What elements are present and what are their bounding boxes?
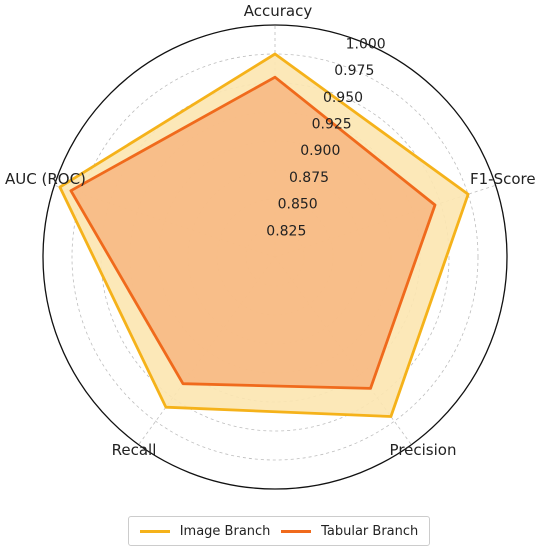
legend-swatch-image-branch: [139, 529, 170, 533]
legend-label-tabular-branch: Tabular Branch: [321, 523, 419, 539]
axis-label-recall: Recall: [112, 441, 157, 459]
series-layer: [58, 52, 470, 418]
axis-label-auc-roc: AUC (ROC): [5, 170, 86, 188]
series-tabular-branch: [69, 75, 437, 390]
radial-tick-label: 0.975: [334, 63, 374, 79]
radial-tick-label: 0.900: [300, 143, 340, 159]
outer-frame: [42, 24, 508, 490]
radial-tick-labels: 0.825 0.850 0.875 0.900 0.925 0.950 0.975 1.000: [266, 36, 385, 239]
axis-label-precision: Precision: [390, 441, 457, 459]
radial-tick-label: 0.875: [289, 170, 329, 186]
legend-swatch-tabular-branch: [281, 529, 312, 533]
axis-labels: Accuracy F1-Score Precision Recall AUC (ROC): [5, 2, 536, 459]
legend: Image Branch Tabular Branch: [128, 516, 430, 546]
legend-item-image-branch: Image Branch: [139, 523, 271, 539]
radial-tick-label: 0.925: [312, 117, 352, 133]
axis-label-f1-score: F1-Score: [470, 170, 536, 188]
axis-label-accuracy: Accuracy: [244, 2, 313, 20]
legend-label-image-branch: Image Branch: [179, 523, 271, 539]
legend-item-tabular-branch: Tabular Branch: [281, 524, 418, 539]
radial-tick-label: 1.000: [346, 36, 386, 52]
radial-tick-label: 0.825: [266, 223, 306, 239]
radial-tick-label: 0.950: [323, 90, 363, 106]
radial-tick-label: 0.850: [278, 197, 318, 213]
